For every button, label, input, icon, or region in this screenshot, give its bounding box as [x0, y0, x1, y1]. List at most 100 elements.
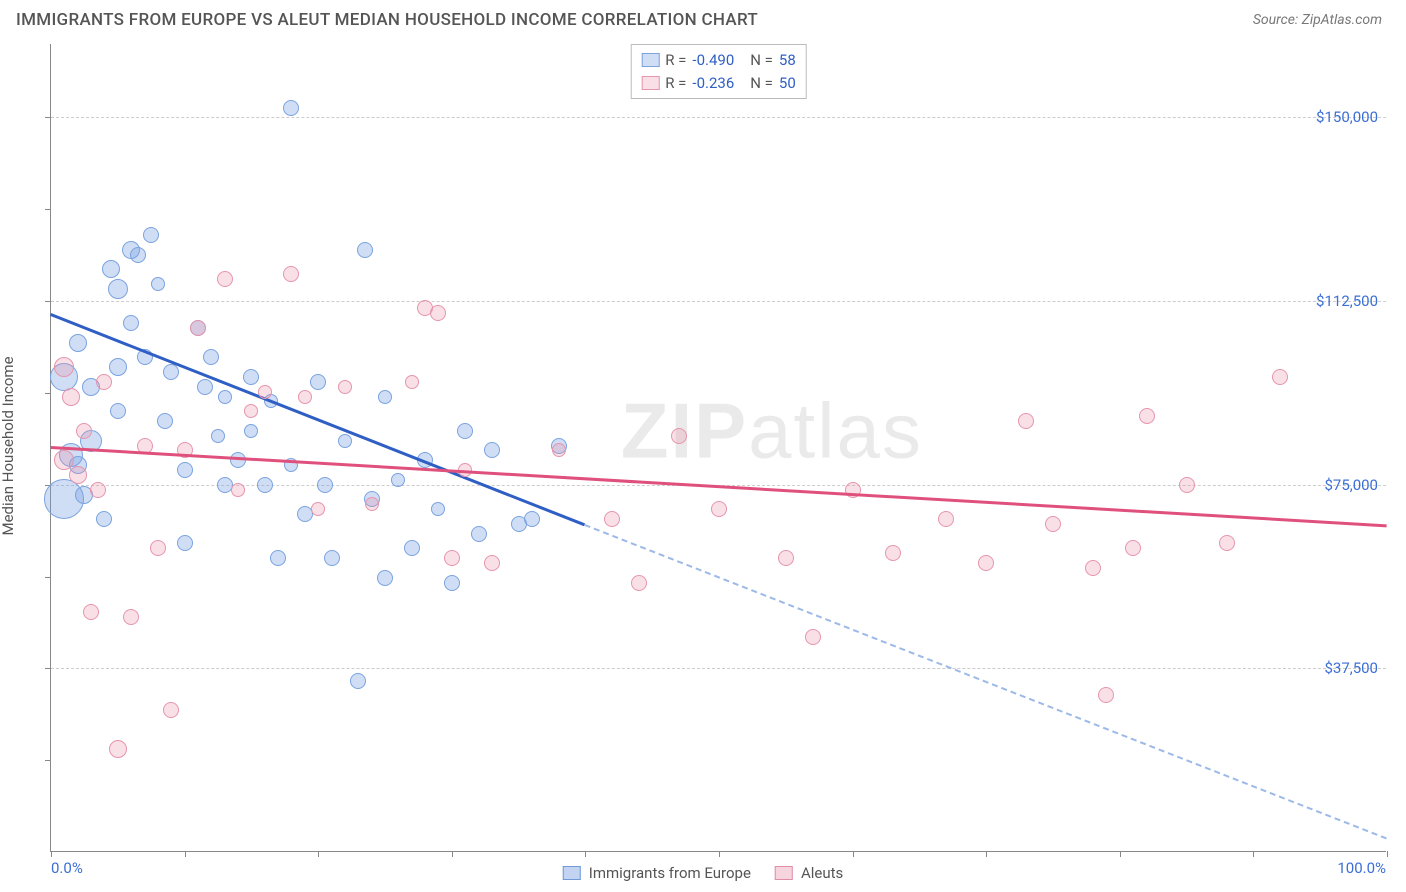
- data-point: [163, 702, 179, 718]
- n-label: N =: [750, 49, 773, 72]
- data-point: [69, 466, 87, 484]
- data-point: [524, 511, 540, 527]
- data-point: [231, 483, 245, 497]
- data-point: [1272, 369, 1288, 385]
- data-point: [62, 388, 80, 406]
- x-tick: [853, 851, 854, 857]
- y-tick: [45, 577, 51, 578]
- n-label: N =: [750, 72, 773, 95]
- data-point: [110, 403, 126, 419]
- x-tick: [585, 851, 586, 857]
- y-tick-label: $112,500: [1316, 292, 1378, 310]
- data-point: [805, 629, 821, 645]
- x-tick: [185, 851, 186, 857]
- x-tick: [1253, 851, 1254, 857]
- data-point: [96, 374, 112, 390]
- data-point: [283, 266, 299, 282]
- correlation-legend: R = -0.490N = 58R = -0.236N = 50: [630, 44, 807, 99]
- data-point: [711, 501, 727, 517]
- legend-correlation-row: R = -0.490N = 58: [641, 49, 796, 72]
- data-point: [1085, 560, 1101, 576]
- data-point: [76, 423, 92, 439]
- data-point: [484, 555, 500, 571]
- legend-swatch: [641, 76, 659, 90]
- data-point: [938, 511, 954, 527]
- data-point: [123, 315, 139, 331]
- chart-header: IMMIGRANTS FROM EUROPE VS ALEUT MEDIAN H…: [0, 0, 1406, 36]
- data-point: [109, 358, 127, 376]
- data-point: [1219, 535, 1235, 551]
- x-tick: [1387, 851, 1388, 857]
- data-point: [109, 740, 127, 758]
- data-point: [378, 390, 392, 404]
- data-point: [324, 550, 340, 566]
- x-tick: [1120, 851, 1121, 857]
- y-tick: [45, 668, 51, 669]
- data-point: [298, 390, 312, 404]
- data-point: [365, 497, 379, 511]
- legend-swatch: [641, 53, 659, 67]
- data-point: [54, 357, 74, 377]
- legend-series-item: Aleuts: [775, 864, 843, 882]
- y-tick: [45, 301, 51, 302]
- data-point: [350, 673, 366, 689]
- data-point: [444, 550, 460, 566]
- data-point: [1139, 408, 1155, 424]
- data-point: [244, 424, 258, 438]
- y-tick: [45, 760, 51, 761]
- y-tick-label: $150,000: [1316, 108, 1378, 126]
- data-point: [1098, 687, 1114, 703]
- data-point: [444, 575, 460, 591]
- data-point: [405, 375, 419, 389]
- data-point: [143, 227, 159, 243]
- y-tick: [45, 117, 51, 118]
- data-point: [1018, 413, 1034, 429]
- data-point: [150, 540, 166, 556]
- y-axis-label: Median Household Income: [0, 356, 17, 535]
- y-tick: [45, 393, 51, 394]
- data-point: [377, 570, 393, 586]
- n-value: 50: [779, 72, 796, 95]
- data-point: [671, 428, 687, 444]
- legend-swatch: [563, 866, 581, 880]
- legend-series-item: Immigrants from Europe: [563, 864, 751, 882]
- data-point: [190, 320, 206, 336]
- data-point: [457, 423, 473, 439]
- data-point: [243, 369, 259, 385]
- data-point: [96, 511, 112, 527]
- data-point: [258, 385, 272, 399]
- data-point: [1125, 540, 1141, 556]
- x-tick: [986, 851, 987, 857]
- data-point: [217, 271, 233, 287]
- scatter-chart: ZIPatlas R = -0.490N = 58R = -0.236N = 5…: [50, 44, 1386, 852]
- data-point: [203, 349, 219, 365]
- gridline: [51, 117, 1386, 118]
- watermark-light: atlas: [748, 387, 923, 475]
- data-point: [218, 390, 232, 404]
- x-label-right: 100.0%: [1337, 859, 1386, 877]
- data-point: [90, 482, 106, 498]
- data-point: [357, 242, 373, 258]
- data-point: [471, 526, 487, 542]
- data-point: [163, 364, 179, 380]
- source-attribution: Source: ZipAtlas.com: [1253, 12, 1382, 28]
- data-point: [604, 511, 620, 527]
- x-tick: [51, 851, 52, 857]
- data-point: [197, 379, 213, 395]
- trend-line: [585, 524, 1387, 839]
- x-tick: [318, 851, 319, 857]
- gridline: [51, 668, 1386, 669]
- y-tick-label: $75,000: [1324, 476, 1378, 494]
- data-point: [244, 404, 258, 418]
- y-tick: [45, 209, 51, 210]
- data-point: [310, 374, 326, 390]
- data-point: [552, 443, 566, 457]
- legend-series-label: Aleuts: [801, 864, 843, 882]
- data-point: [102, 260, 120, 278]
- r-value: -0.490: [692, 49, 734, 72]
- legend-swatch: [775, 866, 793, 880]
- legend-series-label: Immigrants from Europe: [589, 864, 751, 882]
- data-point: [108, 279, 128, 299]
- trend-line: [50, 313, 585, 526]
- r-value: -0.236: [692, 72, 734, 95]
